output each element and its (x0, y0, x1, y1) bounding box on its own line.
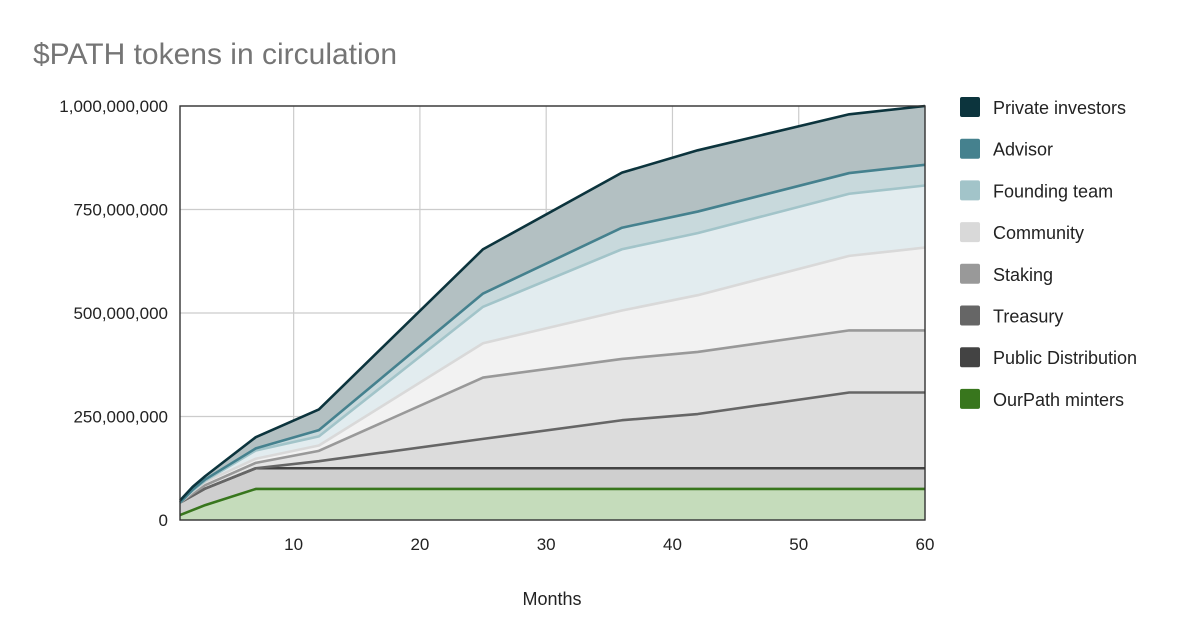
legend-swatch (960, 180, 980, 201)
legend-label: OurPath minters (993, 390, 1124, 410)
line-staking (179, 329, 925, 504)
legend-label: Treasury (993, 307, 1063, 327)
x-tick-label: 20 (410, 535, 429, 554)
line-private-investors (179, 104, 926, 502)
area-community (180, 247, 925, 503)
y-tick-label: 750,000,000 (73, 201, 168, 220)
x-axis-title: Months (522, 589, 581, 609)
x-tick-label: 10 (284, 535, 303, 554)
line-treasury (179, 391, 925, 504)
y-tick-label: 0 (159, 511, 168, 530)
legend-item-founding-team: Founding team (960, 180, 1113, 201)
legend: Private investors Advisor Founding team Com… (960, 97, 1137, 410)
x-tick-label: 60 (916, 535, 935, 554)
legend-swatch (960, 97, 980, 117)
legend-item-public-distribution: Public Distribution (960, 347, 1137, 368)
legend-label: Community (993, 223, 1084, 243)
y-axis-ticks: 0 250,000,000 500,000,000 750,000,000 1,000,… (59, 97, 168, 530)
chart-title: $PATH tokens in circulation (33, 38, 397, 71)
area-private-investors (180, 106, 925, 503)
legend-label: Public Distribution (993, 348, 1137, 368)
area-ourpath-minters (180, 488, 925, 520)
legend-item-advisor: Advisor (960, 138, 1053, 160)
y-tick-label: 250,000,000 (73, 408, 168, 427)
legend-item-community: Community (960, 222, 1084, 243)
legend-label: Advisor (993, 140, 1053, 160)
line-ourpath-minters (179, 487, 925, 517)
x-tick-label: 50 (789, 535, 808, 554)
legend-label: Private investors (993, 98, 1126, 118)
area-treasury (180, 392, 925, 503)
legend-swatch (960, 388, 980, 409)
series-areas (180, 106, 925, 520)
area-founding-team (180, 185, 925, 503)
legend-item-staking: Staking (960, 263, 1053, 285)
legend-swatch (960, 138, 980, 159)
y-tick-label: 1,000,000,000 (59, 97, 168, 116)
y-tick-label: 500,000,000 (73, 304, 168, 323)
legend-item-ourpath-minters: OurPath minters (960, 388, 1124, 410)
legend-swatch (960, 347, 980, 368)
legend-swatch (960, 222, 980, 243)
legend-item-treasury: Treasury (960, 305, 1063, 327)
area-public-distribution (180, 468, 925, 516)
plot-frame (179, 105, 926, 521)
legend-label: Staking (993, 265, 1053, 285)
legend-item-private-investors: Private investors (960, 97, 1126, 118)
series-lines (179, 104, 926, 517)
line-advisor (179, 163, 926, 504)
legend-swatch (960, 305, 980, 326)
x-axis-ticks: 10 20 30 40 50 60 (284, 535, 934, 554)
x-tick-label: 30 (537, 535, 556, 554)
area-staking (180, 330, 925, 503)
legend-label: Founding team (993, 181, 1113, 201)
x-tick-label: 40 (663, 535, 682, 554)
legend-swatch (960, 263, 980, 284)
